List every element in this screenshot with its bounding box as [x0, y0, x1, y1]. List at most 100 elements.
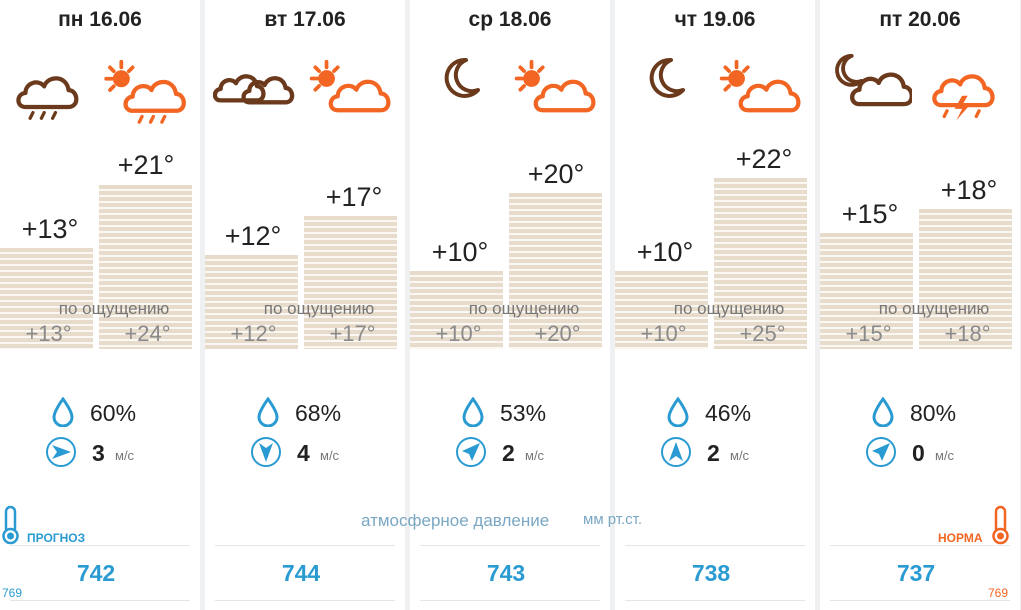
humidity-drop-icon	[257, 397, 279, 427]
feels-like-label: по ощущению	[878, 299, 990, 318]
night-temperature: +10°	[636, 237, 694, 267]
night-feels-like: +10°	[435, 321, 482, 346]
moon-cloud-icon	[835, 53, 912, 108]
divider	[215, 545, 395, 546]
day-feels-like: +24°	[124, 321, 171, 346]
humidity-value: 46%	[705, 400, 752, 426]
divider	[830, 600, 1010, 601]
divider	[215, 600, 395, 601]
day-temperature: +20°	[527, 159, 585, 189]
humidity-drop-icon	[52, 397, 74, 427]
day-temperature-bar	[714, 178, 807, 349]
thermometer-cold-icon	[2, 505, 19, 545]
cloud-rain-icon	[14, 62, 80, 120]
sun-cloud-icon	[309, 59, 391, 114]
wind-unit: м/с	[320, 448, 340, 463]
feels-like-label: по ощущению	[673, 299, 785, 318]
wind-unit: м/с	[935, 448, 955, 463]
divider	[420, 545, 600, 546]
day-column-2[interactable]: вт 17.06 +12° +17° по ощущению +12° +17°…	[205, 0, 405, 610]
wind-speed: 3	[92, 440, 105, 466]
night-temperature-bar	[820, 233, 913, 349]
day-feels-like: +17°	[329, 321, 376, 346]
norm-label: НОРМА	[938, 531, 983, 545]
humidity-value: 80%	[910, 400, 957, 426]
day-temperature-bar	[509, 193, 602, 349]
day-feels-like: +25°	[739, 321, 786, 346]
day-column-1[interactable]: пн 16.06 +13° +21° по ощущению +13° +24°…	[0, 0, 200, 610]
night-temperature-bar	[205, 255, 298, 349]
night-temperature: +12°	[224, 221, 282, 251]
feels-like-label: по ощущению	[468, 299, 580, 318]
day-temperature-bar	[99, 185, 192, 349]
night-feels-like: +12°	[230, 321, 277, 346]
day-temperature-bar	[304, 216, 397, 349]
wind-speed: 2	[502, 440, 515, 466]
day-date: вт 17.06	[264, 8, 346, 31]
day-column-3[interactable]: ср 18.06 +10° +20° по ощущению +10° +20°…	[410, 0, 610, 610]
divider	[625, 545, 805, 546]
day-temperature: +17°	[325, 182, 383, 212]
day-temperature: +22°	[735, 144, 793, 174]
forecast-label: ПРОГНОЗ	[27, 531, 86, 545]
humidity-drop-icon	[872, 397, 894, 427]
moon-icon	[444, 57, 480, 98]
cloudy-icon	[213, 62, 299, 112]
night-temperature: +15°	[841, 199, 899, 229]
night-feels-like: +15°	[845, 321, 892, 346]
humidity-value: 68%	[295, 400, 342, 426]
day-date: пт 20.06	[879, 8, 961, 31]
wind-unit: м/с	[730, 448, 750, 463]
pressure-value: 742	[76, 560, 116, 586]
night-feels-like: +13°	[25, 321, 72, 346]
divider	[420, 600, 600, 601]
day-column-5[interactable]: пт 20.06 +15° +18° по ощущению +15° +18°…	[820, 0, 1020, 610]
humidity-drop-icon	[667, 397, 689, 427]
wind-direction-east-icon	[46, 437, 76, 467]
pressure-value: 744	[281, 560, 321, 586]
sun-cloud-icon	[719, 59, 801, 114]
sun-cloud-icon	[514, 59, 596, 114]
day-feels-like: +20°	[534, 321, 581, 346]
day-feels-like: +18°	[944, 321, 991, 346]
wind-speed: 2	[707, 440, 720, 466]
thermometer-warm-icon	[992, 505, 1009, 545]
sun-cloud-rain-icon	[104, 59, 186, 124]
day-date: пн 16.06	[58, 8, 142, 31]
day-temperature: +21°	[117, 150, 175, 180]
night-temperature-bar	[615, 271, 708, 349]
pressure-value: 743	[486, 560, 526, 586]
pressure-unit: мм рт.ст.	[583, 511, 643, 528]
night-temperature-bar	[410, 271, 503, 349]
divider	[10, 600, 190, 601]
humidity-value: 60%	[90, 400, 137, 426]
norm-right-value: 769	[988, 586, 1009, 600]
pressure-value: 738	[691, 560, 731, 586]
moon-icon	[649, 57, 685, 98]
day-column-4[interactable]: чт 19.06 +10° +22° по ощущению +10° +25°…	[615, 0, 815, 610]
night-feels-like: +10°	[640, 321, 687, 346]
humidity-value: 53%	[500, 400, 547, 426]
day-date: чт 19.06	[674, 8, 756, 31]
pressure-title: атмосферное давление	[361, 511, 550, 530]
divider	[830, 545, 1010, 546]
wind-unit: м/с	[115, 448, 135, 463]
feels-like-label: по ощущению	[58, 299, 170, 318]
day-date: ср 18.06	[468, 8, 552, 31]
night-temperature: +10°	[431, 237, 489, 267]
wind-speed: 0	[912, 440, 925, 466]
wind-direction-north-icon	[661, 437, 691, 467]
wind-direction-northeast-icon	[456, 437, 486, 467]
humidity-drop-icon	[462, 397, 484, 427]
wind-unit: м/с	[525, 448, 545, 463]
cloud-thunderstorm-icon	[924, 58, 1004, 121]
night-temperature-bar	[0, 248, 93, 349]
night-temperature: +13°	[21, 214, 79, 244]
wind-direction-northeast-icon	[866, 437, 896, 467]
day-temperature: +18°	[940, 175, 998, 205]
pressure-value: 737	[896, 560, 936, 586]
divider	[10, 545, 190, 546]
wind-speed: 4	[297, 440, 310, 466]
wind-direction-south-icon	[251, 437, 281, 467]
norm-left-value: 769	[2, 586, 23, 600]
